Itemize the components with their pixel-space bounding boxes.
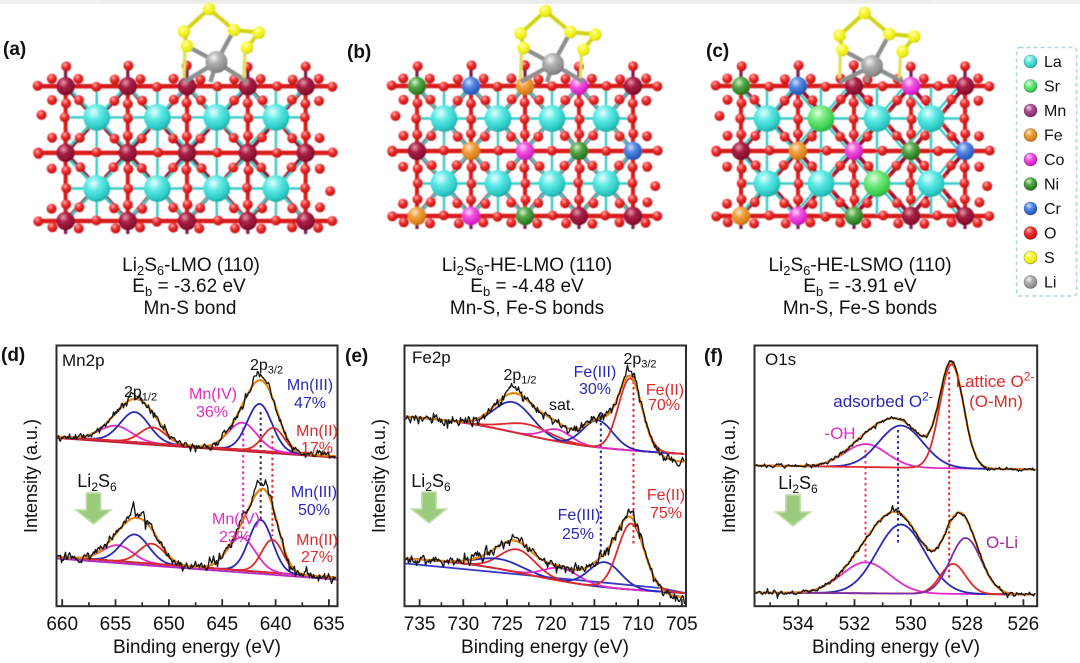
svg-text:Mn-S, Fe-S bonds: Mn-S, Fe-S bonds <box>783 298 937 319</box>
svg-text:660: 660 <box>46 614 78 635</box>
svg-text:(a): (a) <box>3 39 26 60</box>
svg-text:Li2​S6​: Li2​S6​ <box>77 471 117 494</box>
svg-text:710: 710 <box>622 614 654 635</box>
svg-text:La: La <box>1044 54 1062 71</box>
svg-text:Li2​S6​: Li2​S6​ <box>411 471 451 494</box>
svg-text:17%: 17% <box>301 440 333 457</box>
svg-text:(d): (d) <box>1 345 25 366</box>
svg-text:S: S <box>1044 250 1055 267</box>
svg-text:725: 725 <box>491 614 523 635</box>
svg-text:sat.: sat. <box>549 397 575 414</box>
svg-text:534: 534 <box>782 614 814 635</box>
svg-text:Sr: Sr <box>1044 79 1061 96</box>
svg-text:(f): (f) <box>704 346 723 367</box>
svg-text:50%: 50% <box>298 502 330 519</box>
svg-text:655: 655 <box>100 614 132 635</box>
svg-text:Cr: Cr <box>1044 201 1062 218</box>
svg-text:Ni: Ni <box>1044 177 1059 194</box>
svg-text:Mn(IV): Mn(IV) <box>212 511 260 528</box>
svg-text:Binding energy (eV): Binding energy (eV) <box>461 637 629 658</box>
svg-text:47%: 47% <box>294 395 326 412</box>
svg-text:Intensity (a.u.): Intensity (a.u.) <box>719 419 739 533</box>
svg-text:27%: 27% <box>301 549 333 566</box>
svg-text:-OH: -OH <box>824 424 855 443</box>
svg-text:(c): (c) <box>706 41 729 62</box>
svg-text:640: 640 <box>260 614 292 635</box>
svg-text:Li2​S6​: Li2​S6​ <box>778 473 818 496</box>
svg-text:Mn(III): Mn(III) <box>287 377 333 394</box>
svg-text:635: 635 <box>313 614 345 635</box>
svg-text:Fe(III): Fe(III) <box>558 507 601 524</box>
svg-text:Mn-S, Fe-S bonds: Mn-S, Fe-S bonds <box>450 298 604 319</box>
svg-text:735: 735 <box>404 614 436 635</box>
svg-text:528: 528 <box>951 614 983 635</box>
svg-text:(e): (e) <box>345 346 368 367</box>
svg-text:Fe(III): Fe(III) <box>574 364 617 381</box>
svg-text:(O-Mn): (O-Mn) <box>969 392 1023 411</box>
svg-text:O: O <box>1044 226 1056 243</box>
svg-text:Fe(II): Fe(II) <box>646 382 684 399</box>
svg-text:Eb​ = -3.91 eV: Eb​ = -3.91 eV <box>803 276 917 299</box>
svg-text:Lattice O2-​: Lattice O2-​ <box>956 370 1035 392</box>
svg-text:adsorbed O2-​: adsorbed O2-​ <box>833 390 933 412</box>
svg-text:720: 720 <box>535 614 567 635</box>
svg-text:70%: 70% <box>648 397 680 414</box>
svg-text:Li2​S6​-HE-LMO (110): Li2​S6​-HE-LMO (110) <box>442 255 612 278</box>
svg-text:Mn(IV): Mn(IV) <box>189 386 237 403</box>
svg-text:36%: 36% <box>196 404 228 421</box>
svg-text:23%: 23% <box>219 529 251 546</box>
svg-text:Li: Li <box>1044 275 1056 292</box>
svg-text:30%: 30% <box>579 381 611 398</box>
svg-text:Fe2p: Fe2p <box>412 348 451 367</box>
svg-text:530: 530 <box>895 614 927 635</box>
svg-text:730: 730 <box>447 614 479 635</box>
svg-text:(b): (b) <box>347 42 371 63</box>
svg-text:Mn-S bond: Mn-S bond <box>144 298 237 319</box>
svg-text:650: 650 <box>153 614 185 635</box>
svg-text:2p3/2​: 2p3/2​ <box>623 351 656 371</box>
svg-text:Eb​ = -3.62 eV: Eb​ = -3.62 eV <box>132 276 246 299</box>
svg-text:Binding energy (eV): Binding energy (eV) <box>113 637 281 658</box>
svg-text:Fe: Fe <box>1044 128 1063 145</box>
svg-text:75%: 75% <box>650 505 682 522</box>
svg-text:715: 715 <box>579 614 611 635</box>
svg-text:Mn(II): Mn(II) <box>296 423 338 440</box>
svg-text:Intensity (a.u.): Intensity (a.u.) <box>21 419 41 533</box>
svg-text:645: 645 <box>206 614 238 635</box>
svg-text:Li2​S6​-HE-LSMO (110): Li2​S6​-HE-LSMO (110) <box>768 255 951 278</box>
svg-text:Mn: Mn <box>1044 103 1066 120</box>
svg-text:O1s: O1s <box>765 350 796 369</box>
svg-text:705: 705 <box>666 614 698 635</box>
svg-text:25%: 25% <box>562 526 594 543</box>
svg-text:532: 532 <box>839 614 871 635</box>
svg-text:Mn(III): Mn(III) <box>291 484 337 501</box>
svg-text:Li2​S6​-LMO (110): Li2​S6​-LMO (110) <box>122 255 260 278</box>
svg-text:Binding energy (eV): Binding energy (eV) <box>812 637 980 658</box>
svg-text:526: 526 <box>1008 614 1040 635</box>
svg-text:Intensity (a.u.): Intensity (a.u.) <box>369 419 389 533</box>
svg-text:Fe(II): Fe(II) <box>647 487 685 504</box>
svg-text:Mn(II): Mn(II) <box>296 532 338 549</box>
svg-text:O-Li: O-Li <box>986 533 1018 552</box>
svg-text:Co: Co <box>1044 152 1065 169</box>
svg-text:Eb​ = -4.48 eV: Eb​ = -4.48 eV <box>470 276 584 299</box>
svg-text:Mn2p: Mn2p <box>62 351 105 370</box>
